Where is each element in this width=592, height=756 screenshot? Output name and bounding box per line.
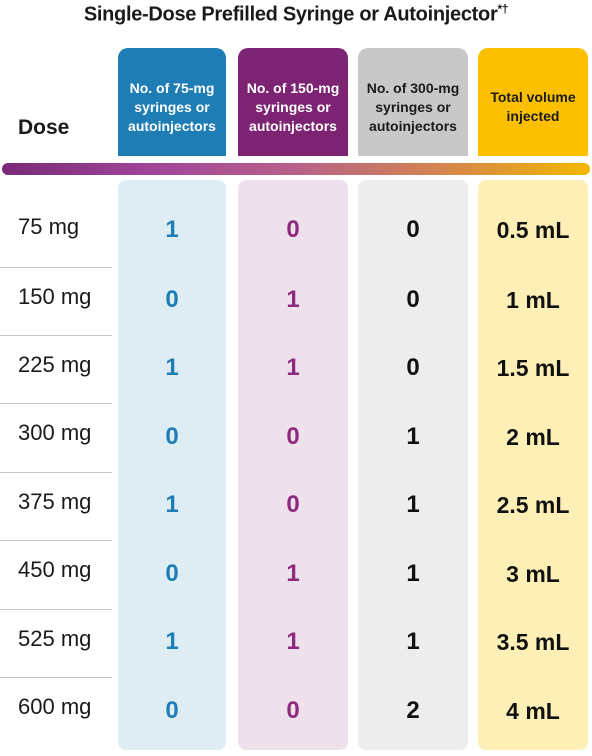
count-150mg-cell: 1: [286, 560, 300, 587]
col-300mg-background: [358, 180, 468, 750]
count-300mg-cell: 1: [406, 423, 420, 450]
volume-cell: 3 mL: [506, 561, 560, 587]
count-300mg-cell: 0: [406, 354, 420, 381]
count-150mg-cell: 0: [286, 697, 300, 724]
table-title-text: Single-Dose Prefilled Syringe or Autoinj…: [83, 3, 498, 26]
volume-cell: 1 mL: [506, 287, 560, 313]
count-150mg-cell: 1: [286, 628, 300, 655]
header-150mg-line3: autoinjectors: [249, 117, 337, 134]
header-300mg-line3: autoinjectors: [369, 117, 457, 134]
dose-cell: 525 mg: [18, 626, 92, 651]
count-75mg-cell: 1: [165, 216, 179, 243]
count-300mg-cell: 1: [406, 560, 420, 587]
dose-cell: 75 mg: [18, 214, 80, 239]
header-75mg-line1: No. of 75-mg: [129, 79, 215, 96]
count-300mg-cell: 1: [406, 491, 420, 518]
dose-cell: 600 mg: [18, 694, 92, 719]
count-300mg-cell: 0: [406, 216, 420, 243]
header-300mg-line1: No. of 300-mg: [366, 79, 460, 96]
row-divider: [0, 335, 112, 336]
header-total-volume: Total volume injected: [478, 48, 588, 156]
count-75mg-cell: 0: [165, 423, 179, 450]
row-divider: [0, 677, 112, 678]
header-300mg: No. of 300-mg syringes or autoinjectors: [358, 48, 468, 156]
dose-cell: 225 mg: [18, 352, 92, 377]
count-300mg-cell: 1: [406, 628, 420, 655]
count-75mg-cell: 1: [165, 491, 179, 518]
header-volume-line2: injected: [506, 108, 560, 124]
volume-cell: 3.5 mL: [496, 629, 570, 655]
volume-cell: 0.5 mL: [496, 217, 570, 243]
dose-cell: 150 mg: [18, 284, 92, 309]
volume-cell: 2.5 mL: [496, 492, 570, 518]
count-75mg-cell: 1: [165, 628, 179, 655]
header-300mg-line2: syringes or: [375, 98, 451, 115]
header-75mg-line3: autoinjectors: [128, 117, 216, 134]
volume-cell: 4 mL: [506, 698, 560, 724]
col-150mg-background: [238, 180, 348, 750]
header-75mg-line2: syringes or: [134, 98, 210, 115]
count-300mg-cell: 2: [406, 697, 420, 724]
col-volume-background: [478, 180, 588, 750]
header-150mg-line2: syringes or: [255, 98, 331, 115]
header-150mg-line1: No. of 150-mg: [246, 79, 340, 96]
count-150mg-cell: 1: [286, 286, 300, 313]
count-75mg-cell: 0: [165, 697, 179, 724]
dose-cell: 450 mg: [18, 557, 92, 582]
row-divider: [0, 267, 112, 268]
header-volume-line1: Total volume: [490, 89, 576, 105]
row-divider: [0, 540, 112, 541]
count-75mg-cell: 0: [165, 560, 179, 587]
count-150mg-cell: 0: [286, 491, 300, 518]
footnote-marks: *†: [497, 2, 509, 16]
count-300mg-cell: 0: [406, 286, 420, 313]
dose-cell: 300 mg: [18, 420, 92, 445]
count-150mg-cell: 0: [286, 216, 300, 243]
dose-cell: 375 mg: [18, 489, 92, 514]
col-75mg-background: [118, 180, 226, 750]
count-75mg-cell: 1: [165, 354, 179, 381]
row-divider: [0, 472, 112, 473]
count-150mg-cell: 0: [286, 423, 300, 450]
header-75mg: No. of 75-mg syringes or autoinjectors: [118, 48, 226, 156]
count-150mg-cell: 1: [286, 354, 300, 381]
table-title: Single-Dose Prefilled Syringe or Autoinj…: [0, 2, 592, 27]
gradient-divider: [2, 163, 590, 175]
volume-cell: 1.5 mL: [496, 355, 570, 381]
volume-cell: 2 mL: [506, 424, 560, 450]
header-150mg: No. of 150-mg syringes or autoinjectors: [238, 48, 348, 156]
count-75mg-cell: 0: [165, 286, 179, 313]
row-divider: [0, 403, 112, 404]
row-divider: [0, 609, 112, 610]
dose-column-header: Dose: [18, 116, 70, 139]
